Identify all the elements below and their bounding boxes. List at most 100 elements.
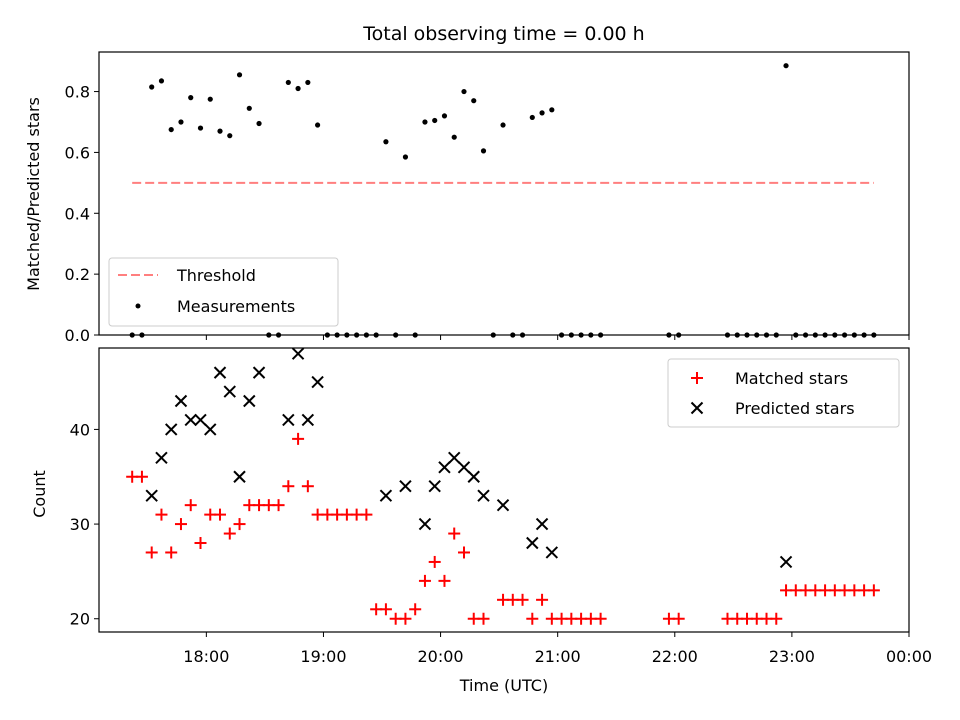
predicted-star-marker [496,498,510,512]
measurement-point [158,78,165,84]
measurement-point [315,122,321,128]
matched-star-marker [282,480,295,493]
y-tick-label: 40 [70,420,90,439]
matched-star-marker [477,612,490,625]
predicted-star-marker [438,461,451,474]
predicted-star-marker [145,489,158,502]
measurement-point [451,134,457,140]
legend-plus-glyph [691,372,703,384]
legend-predicted-swatch [690,401,704,415]
x-tick-label: 22:00 [652,647,698,666]
matched-star-marker [428,555,441,568]
y-axis-label-ratio: Matched/Predicted stars [24,97,43,291]
chart-title: Total observing time = 0.00 h [362,23,644,45]
predicted-star-marker [399,480,412,493]
y-tick-label: 20 [70,610,90,629]
predicted-star-marker [477,489,490,502]
measurement-point [217,128,223,134]
matched-star-marker [448,527,461,540]
predicted-star-marker [467,470,480,483]
measurement-point [188,95,194,101]
measurement-point [422,119,428,125]
matched-star-marker [184,499,197,512]
matched-star-marker [155,508,168,521]
predicted-star-marker [213,366,227,379]
x-tick-label: 21:00 [535,647,581,666]
legend-ratio: Threshold Measurements [108,257,339,327]
y-ticks-count: 20 30 40 [70,420,99,629]
legend-measurements-label: Measurements [177,297,295,316]
y-tick-label: 0.8 [65,83,90,102]
matched-star-marker [194,537,207,550]
x-tick-label: 18:00 [183,647,229,666]
measurement-point [207,96,213,102]
legend-x-glyph [690,401,704,415]
predicted-star-marker [545,546,559,559]
matched-star-marker [516,593,529,606]
predicted-star-marker [311,375,324,389]
matched-star-marker [145,546,158,559]
predicted-star-marker [448,451,461,465]
legend-matched-label: Matched stars [735,369,848,388]
predicted-star-marker [379,489,393,502]
predicted-star-marker [155,451,168,465]
predicted-star-marker [233,470,246,483]
matched-star-marker [301,480,314,493]
x-axis-label: Time (UTC) [459,676,548,695]
matched-star-marker [272,499,285,512]
x-tick-label: 23:00 [769,647,815,666]
y-axis-label-count: Count [30,470,49,518]
measurement-point [539,110,545,116]
y-tick-label: 0.6 [65,143,90,162]
measurement-point [783,63,789,69]
matched-star-marker [457,546,470,559]
measurement-point [500,122,506,128]
matched-star-marker [672,612,685,625]
y-tick-label: 0.4 [65,204,90,223]
plot-frame-count [98,347,910,633]
predicted-star-marker [418,517,432,531]
predicted-star-marker [779,555,793,569]
matched-star-marker [379,603,392,616]
predicted-star-marker [291,347,305,360]
matched-star-marker [867,584,880,597]
matched-star-marker [135,470,148,483]
matched-star-marker [233,518,246,531]
matched-star-marker [214,508,227,521]
x-ticks-ratio [205,335,910,340]
measurement-point [529,114,535,121]
measurement-point [295,85,301,92]
matched-stars-markers [126,432,880,625]
predicted-star-marker [428,480,441,493]
measurement-point [246,105,252,111]
legend-matched-swatch [691,372,703,384]
predicted-star-marker [204,423,217,436]
x-tick-label: 19:00 [300,647,346,666]
measurement-point [149,84,155,90]
matched-star-marker [399,612,412,625]
x-tick-label: 20:00 [418,647,464,666]
measurement-point [305,79,311,86]
predicted-star-marker [243,394,256,408]
legend-count: Matched stars Predicted stars [667,358,900,428]
measurement-point [471,98,477,104]
predicted-star-marker [457,461,471,474]
predicted-star-marker [174,394,188,408]
matched-star-marker [594,612,607,625]
legend-predicted-label: Predicted stars [735,399,855,418]
matched-star-marker [360,508,373,521]
predicted-stars-markers [145,347,793,569]
measurement-point [441,113,448,119]
measurement-point [197,125,204,131]
x-ticks-count: 18:00 19:00 20:00 21:00 22:00 23:00 00:00 [183,632,932,666]
predicted-star-marker [184,413,197,427]
measurement-point [236,72,243,78]
measurement-point [285,79,291,86]
count-panel: Count Time (UTC) 20 30 40 18:00 19:00 20:00 2… [30,347,932,695]
matched-star-marker [165,546,178,559]
measurement-point [461,88,467,95]
y-tick-label: 30 [70,515,90,534]
measurement-point [480,148,487,154]
plot-frame-ratio [98,51,910,336]
measurement-point [168,126,174,133]
